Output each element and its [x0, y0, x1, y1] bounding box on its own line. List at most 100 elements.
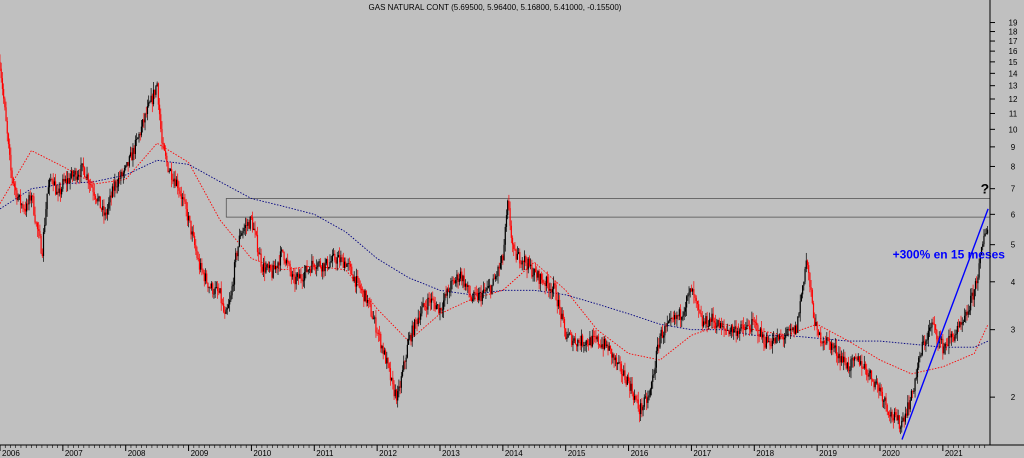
price-bar-body: [113, 186, 115, 191]
price-bar-body: [590, 337, 592, 347]
price-bar-body: [481, 293, 483, 302]
moving-averages: [0, 142, 989, 375]
price-bar-body: [94, 195, 97, 200]
price-bar-body: [677, 315, 679, 317]
price-bar-body: [872, 379, 874, 382]
price-bar-body: [979, 254, 981, 264]
price-bar-body: [701, 316, 703, 327]
price-bar-body: [42, 232, 45, 257]
price-bar-body: [957, 325, 960, 327]
price-bar-body: [817, 329, 819, 335]
price-bar-body: [241, 233, 243, 236]
price-bar-body: [388, 363, 390, 369]
price-bar-body: [640, 403, 642, 415]
price-bar-body: [696, 300, 699, 305]
price-bar-body: [891, 411, 893, 419]
price-bar-body: [893, 412, 896, 421]
price-bar-body: [595, 336, 597, 340]
price-bar-body: [259, 253, 261, 255]
price-bar-body: [540, 274, 543, 280]
price-bar-body: [330, 261, 332, 263]
price-bar-body: [986, 229, 989, 234]
price-bar-body: [905, 413, 908, 416]
price-bar-body: [669, 319, 671, 322]
price-bar-body: [15, 187, 17, 191]
price-bar-body: [485, 290, 487, 292]
price-bar-body: [35, 222, 37, 224]
price-bar-body: [983, 235, 985, 245]
price-bar-body: [359, 284, 361, 289]
price-bar-body: [430, 298, 433, 303]
price-bar-body: [783, 337, 786, 340]
price-bar-body: [293, 274, 295, 276]
price-bar-body: [7, 133, 10, 145]
price-bar-body: [598, 344, 601, 346]
price-bar-body: [420, 313, 422, 320]
price-bar-body: [349, 264, 352, 267]
price-bar-body: [579, 342, 581, 346]
price-bar-body: [837, 355, 839, 359]
price-bar-body: [572, 340, 574, 346]
price-bar-body: [434, 302, 436, 310]
price-bar-body: [85, 176, 87, 179]
price-bar-body: [672, 318, 674, 320]
price-bar-body: [795, 325, 798, 333]
price-bar-body: [880, 387, 882, 392]
price-bar-body: [18, 194, 20, 197]
price-bar-body: [235, 252, 237, 263]
price-bar-body: [11, 170, 13, 179]
price-bar-body: [921, 341, 923, 355]
y-tick-label: 12: [1009, 95, 1018, 104]
price-bar-body: [600, 345, 602, 348]
price-bar-body: [889, 414, 891, 417]
price-bar-body: [382, 345, 384, 355]
price-bar-body: [334, 253, 336, 261]
price-bar-body: [758, 335, 760, 337]
price-bar-body: [58, 188, 60, 193]
price-bar-body: [566, 337, 568, 340]
price-bar-body: [285, 259, 288, 264]
price-bar-body: [760, 328, 763, 338]
price-bar-body: [227, 304, 230, 309]
price-bar-body: [649, 389, 651, 396]
price-bar-body: [537, 271, 539, 278]
price-bar-body: [689, 288, 691, 293]
price-bar-body: [843, 356, 845, 363]
price-bar-body: [409, 334, 411, 339]
price-bar-body: [642, 406, 644, 411]
price-bar-body: [621, 374, 624, 376]
price-bar-body: [326, 259, 329, 269]
price-bar-body: [869, 370, 871, 374]
price-bar-body: [12, 178, 14, 184]
price-bar-body: [962, 321, 965, 323]
price-bar-body: [704, 321, 706, 324]
price-bar-body: [284, 260, 286, 264]
price-bar-body: [881, 391, 884, 402]
price-bar-body: [172, 179, 174, 182]
price-bar-body: [106, 208, 109, 215]
price-bar-body: [173, 178, 175, 182]
price-bar-body: [919, 356, 921, 358]
price-bar-body: [904, 413, 906, 422]
price-bar-body: [897, 415, 899, 421]
x-tick-label: 2012: [379, 449, 397, 458]
price-bar-body: [637, 399, 639, 409]
price-bar-body: [505, 215, 508, 227]
price-bar-body: [154, 89, 156, 95]
price-bar-body: [210, 283, 213, 289]
price-bar-body: [486, 287, 488, 291]
price-bar-body: [856, 358, 858, 361]
price-bar-body: [116, 186, 118, 188]
price-bar-body: [964, 315, 966, 322]
price-bar-body: [739, 329, 741, 334]
price-bar-body: [644, 396, 647, 398]
price-bar-body: [115, 181, 117, 187]
price-bar-body: [597, 336, 599, 345]
price-bar-body: [475, 292, 477, 294]
price-bar-body: [414, 319, 416, 336]
price-bar-body: [307, 269, 309, 272]
price-bar-body: [844, 356, 846, 364]
price-bar-body: [271, 270, 273, 278]
price-bar-body: [734, 326, 736, 330]
